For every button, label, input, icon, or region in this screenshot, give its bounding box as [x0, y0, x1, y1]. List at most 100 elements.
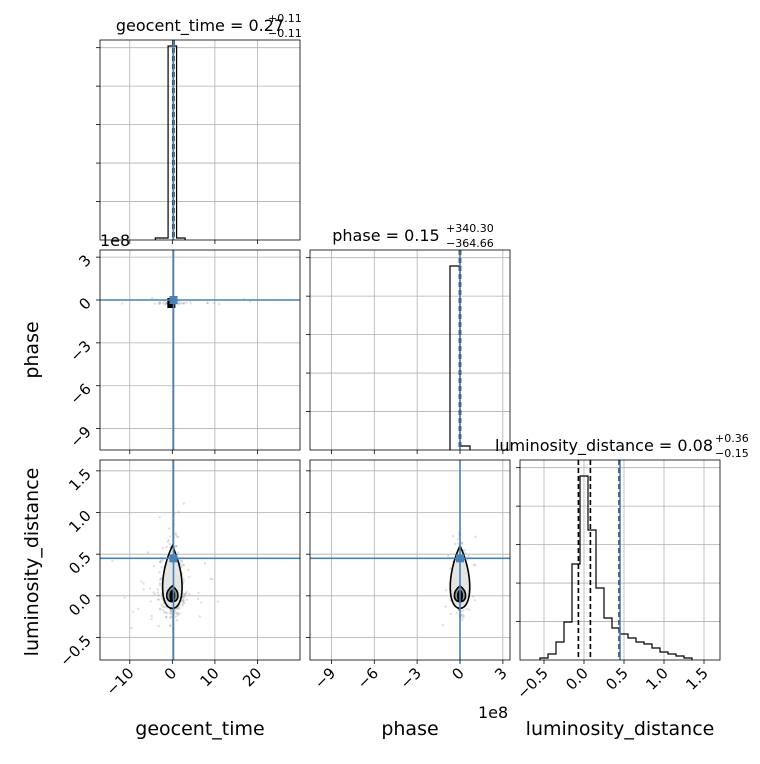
xlabel-lumdist: luminosity_distance [526, 718, 715, 740]
lumdist-geocent-scatter-point-65 [157, 624, 160, 628]
phase-geocent-scatter-point-44 [158, 302, 161, 306]
lumdist-geocent-scatter-point-419 [174, 544, 178, 548]
lumdist-phase-scatter-point-46 [472, 595, 475, 598]
lumdist-geocent-x-label-0: −10 [103, 664, 138, 699]
lumdist-geocent-scatter-point-39 [179, 559, 182, 563]
phase-geocent-scatter-point-36 [181, 302, 184, 305]
lumdist-geocent-scatter-point-344 [161, 608, 165, 612]
lumdist-phase-scatter-point-199 [462, 616, 465, 619]
lumdist-hist-frame [519, 459, 721, 661]
lumdist-hist-x-label-1: 0.0 [562, 664, 592, 694]
lumdist-phase-scatter-point-131 [473, 563, 476, 567]
title-phase-plus: +340.30 [446, 222, 494, 235]
lumdist-geocent-scatter-point-170 [130, 626, 133, 630]
lumdist-geocent-scatter-point-295 [168, 542, 171, 546]
lumdist-hist-x-label-2: 0.5 [602, 664, 632, 694]
lumdist-hist-x-label-4: 1.5 [682, 664, 712, 694]
phase-geocent-truth-marker [169, 296, 178, 304]
lumdist-geocent-scatter-point-309 [169, 609, 172, 613]
lumdist-geocent-scatter-point-214 [132, 610, 135, 613]
phase-geocent-scatter-point-53 [185, 301, 188, 304]
lumdist-geocent-scatter-point-199 [148, 587, 152, 590]
lumdist-geocent-scatter-point-200 [164, 615, 168, 619]
lumdist-geocent-scatter-point-132 [180, 563, 183, 567]
lumdist-geocent-scatter-point-327 [176, 607, 179, 611]
lumdist-phase-scatter-point-23 [457, 542, 460, 545]
phase-geocent-scatter-point-14 [151, 296, 154, 300]
phase-geocent-scatter-point-15 [177, 302, 180, 305]
lumdist-geocent-scatter-point-363 [160, 603, 163, 606]
lumdist-phase-truth-marker [456, 554, 464, 563]
lumdist-geocent-scatter-point-111 [158, 583, 162, 587]
lumdist-geocent-scatter-point-307 [174, 533, 178, 537]
lumdist-geocent-scatter-point-123 [181, 602, 185, 606]
phase-geocent-scatter-point-45 [164, 301, 168, 305]
lumdist-geocent-scatter-point-385 [159, 561, 162, 564]
lumdist-hist-x-label-0: −0.5 [513, 664, 551, 702]
lumdist-geocent-scatter-point-358 [203, 562, 207, 565]
lumdist-geocent-scatter-point-12 [177, 510, 180, 514]
lumdist-geocent-scatter-point-226 [142, 582, 145, 585]
lumdist-geocent-scatter-point-241 [175, 544, 178, 548]
geocent-hist-steps [154, 45, 186, 240]
lumdist-geocent-scatter-point-392 [182, 599, 185, 603]
phase-geocent-scatter-point-47 [182, 302, 186, 305]
phase-geocent-scatter-point-37 [153, 302, 157, 305]
title-geocent-value: 0.27 [248, 16, 284, 35]
lumdist-geocent-scatter-point-354 [150, 617, 153, 621]
lumdist-geocent-scatter-point-222 [182, 502, 185, 505]
lumdist-geocent-scatter-point-240 [177, 606, 181, 609]
lumdist-phase-frame [309, 459, 511, 661]
lumdist-geocent-scatter-point-94 [152, 564, 156, 568]
lumdist-phase-scatter-point-167 [462, 609, 465, 612]
lumdist-geocent-x-label-2: 10 [196, 664, 222, 690]
lumdist-geocent-scatter-point-57 [198, 615, 201, 618]
lumdist-geocent-scatter-point-330 [159, 559, 163, 563]
lumdist-geocent-scatter-point-128 [158, 571, 161, 574]
lumdist-geocent-scatter-point-248 [149, 600, 152, 603]
lumdist-geocent-scatter-point-192 [157, 598, 161, 601]
lumdist-phase-scatter-point-244 [457, 538, 460, 541]
phase-geocent-y-label-3: −6 [66, 380, 94, 408]
lumdist-geocent-scatter-point-189 [175, 612, 178, 615]
lumdist-geocent-scatter-point-342 [168, 616, 172, 619]
lumdist-geocent-scatter-point-258 [164, 605, 167, 608]
lumdist-geocent-scatter-point-316 [180, 566, 183, 569]
lumdist-phase-scatter-point-93 [449, 567, 452, 570]
lumdist-geocent-scatter-point-272 [176, 613, 180, 616]
lumdist-geocent-scatter-point-83 [160, 566, 163, 569]
lumdist-geocent-scatter-point-301 [196, 597, 200, 601]
lumdist-geocent-scatter-point-237 [182, 580, 185, 583]
lumdist-geocent-scatter-point-367 [185, 598, 189, 601]
lumdist-geocent-scatter-point-387 [183, 595, 186, 598]
lumdist-geocent-scatter-point-230 [181, 600, 184, 604]
lumdist-geocent-scatter-point-279 [182, 564, 186, 567]
lumdist-geocent-scatter-point-223 [160, 597, 164, 600]
lumdist-geocent-scatter-point-294 [156, 588, 160, 591]
lumdist-geocent-scatter-point-198 [161, 546, 164, 550]
lumdist-geocent-scatter-point-64 [156, 591, 160, 595]
lumdist-geocent-scatter-point-352 [165, 615, 168, 619]
offset-text-phase-x: 1e8 [478, 703, 508, 722]
lumdist-geocent-y-label-0: −0.5 [56, 632, 94, 670]
title-geocent-minus: −0.11 [268, 27, 302, 40]
lumdist-phase-scatter-point-43 [444, 589, 448, 592]
lumdist-geocent-y-label-4: 1.5 [65, 465, 95, 495]
lumdist-geocent-scatter-point-397 [177, 535, 180, 539]
lumdist-geocent-scatter-point-82 [111, 559, 114, 563]
lumdist-geocent-scatter-point-121 [175, 535, 179, 538]
title-phase: phase = 0.15 [332, 226, 439, 245]
phase-geocent-frame [99, 249, 301, 451]
lumdist-geocent-scatter-point-315 [160, 577, 163, 580]
lumdist-geocent-scatter-point-418 [169, 608, 173, 612]
lumdist-phase-x-label-2: −3 [397, 664, 425, 692]
lumdist-phase-scatter-point-72 [453, 542, 457, 546]
phase-geocent-scatter-point-13 [158, 302, 162, 305]
phase-geocent-y-label-2: −3 [66, 337, 94, 365]
lumdist-phase-scatter-point-204 [463, 549, 466, 552]
lumdist-geocent-scatter-point-80 [158, 607, 162, 610]
lumdist-geocent-scatter-point-178 [150, 614, 153, 618]
phase-geocent-scatter-point-43 [179, 301, 182, 305]
phase-geocent-scatter-point-20 [206, 301, 210, 305]
phase-geocent-y-label-4: −9 [66, 423, 94, 451]
